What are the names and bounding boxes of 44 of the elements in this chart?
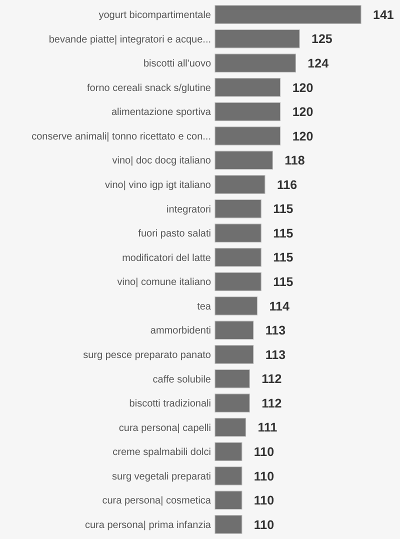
y-tick-label: integratori [166, 204, 211, 216]
data-label: 110 [254, 444, 274, 459]
y-tick-label: vino| comune italiano [117, 277, 212, 288]
y-tick-label: biscotti tradizionali [129, 398, 211, 410]
data-label: 120 [292, 80, 314, 95]
data-label: 125 [312, 32, 332, 46]
y-tick-label: modificatori del latte [122, 252, 212, 264]
y-tick-label: cura persona| capelli [118, 422, 211, 434]
data-label: 115 [273, 250, 294, 265]
y-tick-label: conserve animali| tonno ricettato e con... [32, 131, 211, 142]
y-tick-label: bevande piatte| integratori e acque... [48, 34, 211, 46]
data-label: 112 [262, 372, 282, 386]
y-tick-label: vino| doc docg italiano [112, 156, 212, 167]
data-label: 120 [292, 105, 314, 120]
data-label: 120 [292, 129, 314, 144]
y-tick-label: tea [197, 301, 212, 312]
data-label: 115 [273, 275, 294, 290]
data-label: 115 [273, 226, 294, 240]
y-tick-label: surg pesce preparato panato [83, 350, 212, 361]
data-label: 141 [373, 8, 394, 22]
data-label: 113 [265, 348, 286, 362]
data-label: 114 [269, 299, 290, 314]
y-tick-label: yogurt bicompartimentale [98, 10, 212, 22]
data-label: 112 [262, 396, 282, 410]
y-tick-label: forno cereali snack s/glutine [87, 82, 212, 94]
data-label: 116 [276, 178, 298, 192]
data-label: 113 [265, 324, 286, 338]
y-tick-label: surg vegetali preparati [112, 471, 211, 482]
data-label: 118 [284, 154, 305, 168]
data-label: 110 [254, 494, 274, 508]
y-tick-label: creme spalmabili dolci [112, 447, 211, 458]
y-tick-label: biscotti all'uovo [144, 58, 212, 70]
data-label: 111 [258, 420, 278, 435]
y-tick-label: fuori pasto salati [138, 228, 211, 240]
y-tick-label: alimentazione sportiva [112, 107, 212, 118]
y-tick-label: ammorbidenti [150, 326, 211, 337]
data-label: 115 [273, 202, 294, 216]
y-tick-label: vino| vino igp igt italiano [105, 180, 212, 192]
y-tick-label: caffe solubile [152, 374, 212, 386]
data-label: 110 [254, 469, 274, 484]
y-tick-label: cura persona| cosmetica [102, 496, 212, 507]
y-tick-label: cura persona| prima infanzia [85, 520, 212, 531]
data-label: 124 [308, 56, 329, 70]
data-label: 110 [254, 518, 274, 532]
